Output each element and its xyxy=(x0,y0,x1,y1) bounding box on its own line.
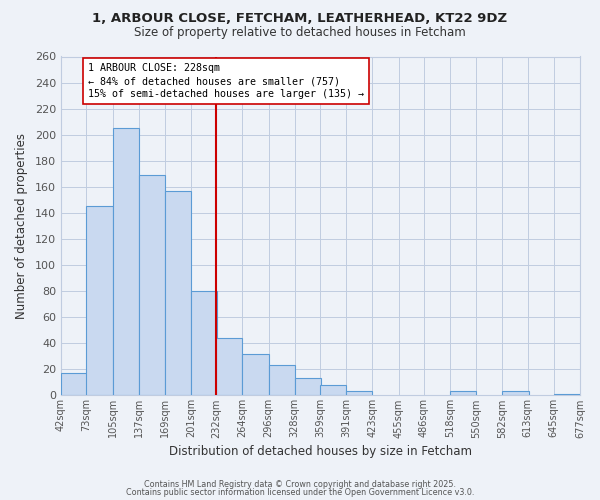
Bar xyxy=(502,392,529,396)
Bar xyxy=(554,394,580,396)
Bar xyxy=(139,175,165,396)
Bar xyxy=(320,385,346,396)
Bar xyxy=(191,291,217,396)
Bar xyxy=(165,191,191,396)
Bar xyxy=(295,378,321,396)
Bar xyxy=(113,128,139,396)
Bar xyxy=(86,206,113,396)
Bar xyxy=(217,338,242,396)
X-axis label: Distribution of detached houses by size in Fetcham: Distribution of detached houses by size … xyxy=(169,444,472,458)
Bar xyxy=(61,373,87,396)
Bar xyxy=(269,366,295,396)
Bar xyxy=(450,392,476,396)
Text: 1 ARBOUR CLOSE: 228sqm
← 84% of detached houses are smaller (757)
15% of semi-de: 1 ARBOUR CLOSE: 228sqm ← 84% of detached… xyxy=(88,63,364,100)
Text: Size of property relative to detached houses in Fetcham: Size of property relative to detached ho… xyxy=(134,26,466,39)
Text: 1, ARBOUR CLOSE, FETCHAM, LEATHERHEAD, KT22 9DZ: 1, ARBOUR CLOSE, FETCHAM, LEATHERHEAD, K… xyxy=(92,12,508,26)
Y-axis label: Number of detached properties: Number of detached properties xyxy=(15,133,28,319)
Bar xyxy=(242,354,269,396)
Bar xyxy=(346,392,373,396)
Text: Contains public sector information licensed under the Open Government Licence v3: Contains public sector information licen… xyxy=(126,488,474,497)
Text: Contains HM Land Registry data © Crown copyright and database right 2025.: Contains HM Land Registry data © Crown c… xyxy=(144,480,456,489)
